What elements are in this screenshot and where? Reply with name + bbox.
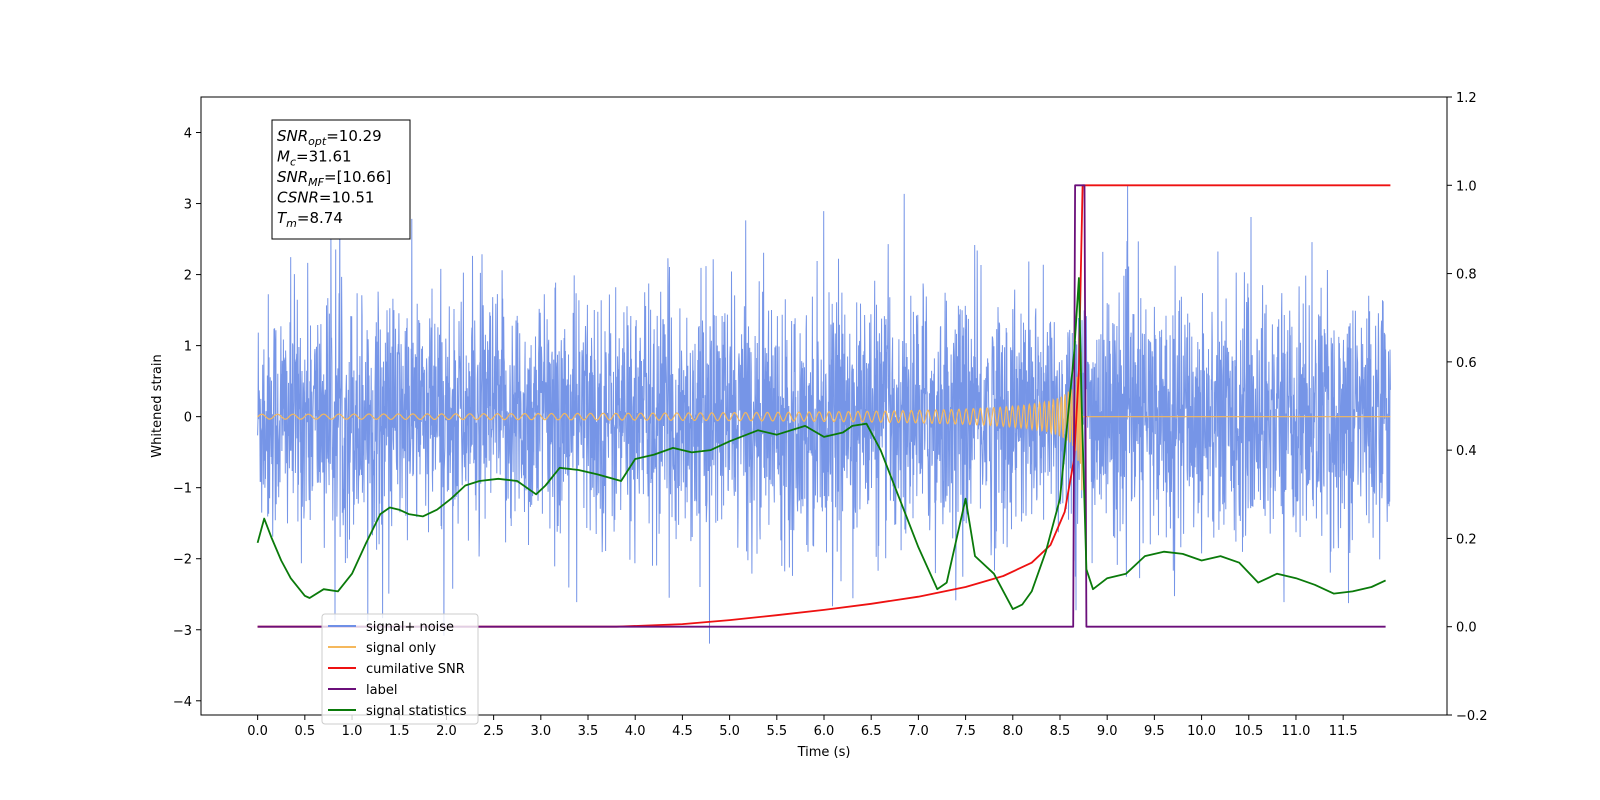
y2-tick-label: 0.6 (1456, 356, 1477, 371)
series-line-signal-plus-noise (257, 185, 1391, 644)
annotation-frame (271, 119, 411, 240)
annotation-line: Tm=8.74 (277, 209, 343, 230)
y2-tick-label: −0.2 (1456, 709, 1488, 724)
x-tick-label: 3.0 (530, 724, 551, 739)
series-line-label (257, 184, 1386, 628)
y2-tick-label: 0.4 (1456, 444, 1477, 459)
y-tick-label: −2 (173, 553, 192, 568)
x-tick-label: 9.0 (1097, 724, 1118, 739)
x-tick-label: 8.0 (1002, 724, 1023, 739)
legend: signal+ noise signal only cumilative SNR la… (321, 613, 479, 725)
series-line-cumilative-snr (257, 184, 1391, 628)
y-tick-label: −1 (173, 482, 192, 497)
x-tick-label: 7.5 (955, 724, 976, 739)
x-tick-label: 1.5 (389, 724, 410, 739)
y-axis-right: −0.2 0.0 0.2 0.4 0.6 0.8 1.0 1.2 (1447, 91, 1488, 724)
x-tick-label: 5.5 (766, 724, 787, 739)
y2-tick-label: 1.2 (1456, 91, 1477, 106)
y-axis-left: −4 −3 −2 −1 0 1 2 3 4 (173, 127, 201, 710)
annotation-line: SNRopt=10.29 (277, 127, 382, 148)
x-tick-label: 5.0 (719, 724, 740, 739)
x-tick-label: 0.5 (294, 724, 315, 739)
legend-label-signal-only: signal only (366, 641, 436, 656)
y-tick-label: −3 (173, 624, 192, 639)
x-tick-label: 1.0 (342, 724, 363, 739)
y2-tick-label: 0.8 (1456, 268, 1477, 283)
x-tick-label: 6.0 (814, 724, 835, 739)
x-tick-label: 11.0 (1281, 724, 1310, 739)
x-tick-label: 7.0 (908, 724, 929, 739)
legend-label-label: label (366, 683, 397, 698)
annotation-line: Mc=31.61 (277, 148, 352, 169)
x-tick-label: 4.0 (625, 724, 646, 739)
x-tick-label: 11.5 (1329, 724, 1358, 739)
x-axis: 0.0 0.5 1.0 1.5 2.0 2.5 3.0 3.5 4.0 4.5 5.0 5.5 6.0 6… (247, 715, 1358, 739)
series-line-signal-statistics (256, 277, 1386, 610)
y-tick-label: 0 (184, 411, 192, 426)
series-line-signal-only (257, 351, 1391, 491)
legend-frame (321, 613, 479, 725)
legend-label-signal-statistics: signal statistics (366, 704, 467, 719)
x-tick-label: 0.0 (247, 724, 268, 739)
x-tick-label: 6.5 (861, 724, 882, 739)
x-axis-title: Time (s) (797, 745, 851, 760)
x-tick-label: 8.5 (1050, 724, 1071, 739)
series-layer (256, 184, 1391, 644)
y2-tick-label: 0.0 (1456, 621, 1477, 636)
x-tick-label: 10.5 (1234, 724, 1263, 739)
legend-label-signal-noise: signal+ noise (366, 620, 454, 635)
y-tick-label: 2 (184, 269, 192, 284)
y2-tick-label: 1.0 (1456, 179, 1477, 194)
annotation-line: SNRMF=[10.66] (277, 168, 391, 189)
y-tick-label: 4 (184, 127, 192, 142)
y-axis-title: Whitened strain (150, 354, 165, 457)
x-tick-label: 3.5 (578, 724, 599, 739)
x-tick-label: 2.5 (483, 724, 504, 739)
x-tick-label: 2.0 (436, 724, 457, 739)
y-tick-label: 3 (184, 198, 192, 213)
y-tick-label: −4 (173, 695, 192, 710)
y-tick-label: 1 (184, 340, 192, 355)
legend-label-cumilative-snr: cumilative SNR (366, 662, 465, 677)
x-tick-label: 10.0 (1187, 724, 1216, 739)
x-tick-label: 4.5 (672, 724, 693, 739)
annotation-line: CSNR=10.51 (277, 189, 374, 207)
annotation-box: SNRopt=10.29Mc=31.61SNRMF=[10.66]CSNR=10… (271, 119, 411, 240)
y2-tick-label: 0.2 (1456, 532, 1477, 547)
x-tick-label: 9.5 (1144, 724, 1165, 739)
